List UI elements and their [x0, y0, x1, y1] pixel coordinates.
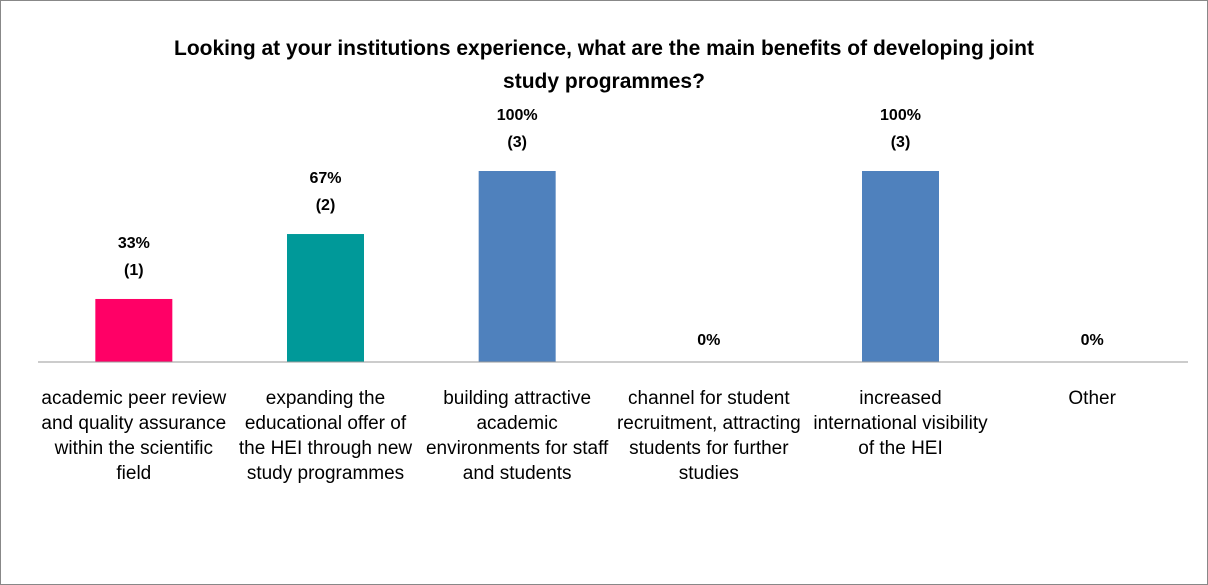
- count-label: (2): [316, 197, 336, 214]
- count-label: (3): [507, 134, 527, 151]
- bar: [478, 171, 556, 362]
- value-label: 0%: [1081, 332, 1104, 349]
- chart-title: Looking at your institutions experience,…: [174, 37, 1034, 93]
- x-tick-label: channel for student recruitment, attract…: [616, 388, 801, 484]
- value-label: 67%: [309, 170, 341, 187]
- bar: [862, 171, 939, 362]
- count-label: (1): [124, 262, 144, 279]
- value-label: 33%: [118, 235, 150, 252]
- x-tick-label: expanding the educational offer of the H…: [238, 388, 413, 484]
- value-label: 100%: [880, 107, 921, 124]
- x-tick-label: academic peer review and quality assuran…: [41, 388, 227, 484]
- x-tick-label: building attractive academic environment…: [425, 388, 609, 484]
- value-label: 0%: [697, 332, 720, 349]
- count-label: (3): [891, 134, 911, 151]
- value-label: 100%: [497, 107, 538, 124]
- bar: [287, 234, 364, 362]
- x-tick-label: increased international visibility of th…: [813, 388, 988, 459]
- bar: [95, 298, 173, 362]
- x-tick-label: Other: [1068, 388, 1116, 409]
